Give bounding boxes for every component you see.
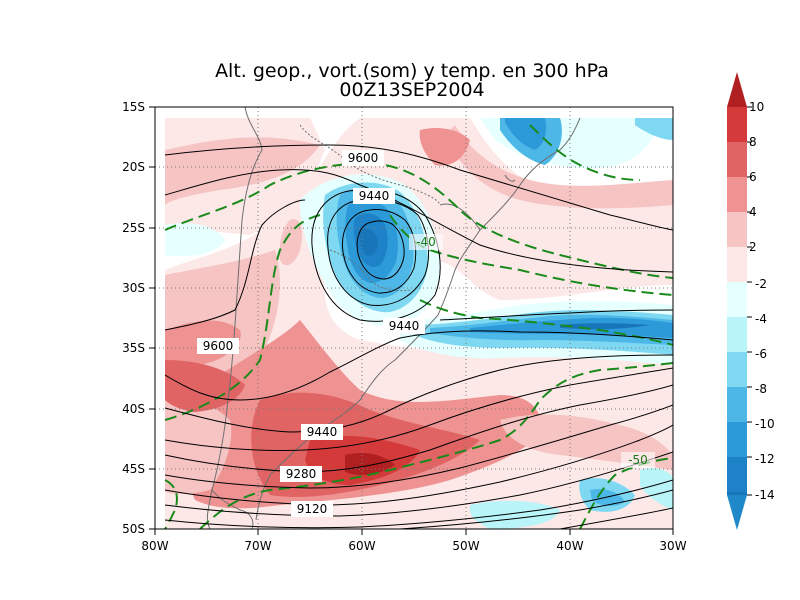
colorbar: 10 8 6 4 2 -2 -4 -6 -8 -10 -12 -14	[727, 72, 775, 530]
colorbar-segment	[727, 107, 747, 142]
lat-tick-label: 25S	[122, 221, 145, 235]
colorbar-segment	[727, 352, 747, 387]
contour-label: 9440	[307, 425, 338, 439]
colorbar-label: 6	[749, 170, 757, 184]
lat-tick-label: 45S	[122, 462, 145, 476]
colorbar-label: -2	[755, 277, 767, 291]
temperature-labels: -40 -50	[409, 234, 655, 468]
axis-ticks	[149, 106, 674, 535]
lon-tick-label: 50W	[452, 539, 479, 553]
colorbar-label: -6	[755, 347, 767, 361]
lon-tick-label: 30W	[659, 539, 686, 553]
contour-label: -40	[416, 235, 436, 249]
contour-label: 9600	[203, 339, 234, 353]
colorbar-segment	[727, 317, 747, 352]
colorbar-segment	[727, 282, 747, 317]
colorbar-label: -4	[755, 312, 767, 326]
lon-tick-label: 60W	[348, 539, 375, 553]
colorbar-segment	[727, 492, 747, 495]
colorbar-label: -10	[755, 417, 775, 431]
lat-tick-label: 50S	[122, 522, 145, 536]
map-plot-area: 9600 9440 9440 9600 9440 9280 9120 -40 -…	[155, 107, 673, 529]
contour-label: 9600	[348, 151, 379, 165]
map-title: Alt. geop., vort.(som) y temp. en 300 hP…	[215, 60, 609, 82]
vorticity-positive-shading	[165, 118, 673, 529]
lat-tick-label: 30S	[122, 281, 145, 295]
geopotential-labels: 9600 9440 9440 9600 9440 9280 9120	[197, 150, 425, 517]
contour-label: 9440	[359, 189, 390, 203]
colorbar-segment	[727, 177, 747, 212]
colorbar-top-arrow	[727, 72, 747, 107]
lat-tick-label: 40S	[122, 402, 145, 416]
lat-tick-label: 35S	[122, 341, 145, 355]
latitude-labels: 15S 20S 25S 30S 35S 40S 45S 50S	[122, 100, 145, 536]
colorbar-segment	[727, 142, 747, 177]
lon-tick-label: 80W	[141, 539, 168, 553]
colorbar-label: 2	[749, 240, 757, 254]
colorbar-segment	[727, 247, 747, 282]
colorbar-label: -8	[755, 382, 767, 396]
contour-label: 9440	[389, 319, 420, 333]
lat-tick-label: 20S	[122, 160, 145, 174]
colorbar-label: 4	[749, 205, 757, 219]
colorbar-label: 10	[749, 100, 764, 114]
map-frame	[154, 106, 674, 530]
lon-tick-label: 40W	[556, 539, 583, 553]
contour-label: 9280	[286, 467, 317, 481]
map-subtitle: 00Z13SEP2004	[339, 79, 484, 101]
colorbar-segment	[727, 212, 747, 247]
colorbar-segment	[727, 422, 747, 457]
colorbar-label: -14	[755, 488, 775, 502]
colorbar-label: -12	[755, 452, 775, 466]
longitude-labels: 80W 70W 60W 50W 40W 30W	[141, 539, 686, 553]
lat-tick-label: 15S	[122, 100, 145, 114]
colorbar-segment	[727, 387, 747, 422]
colorbar-label: 8	[749, 135, 757, 149]
geopotential-contours	[164, 144, 673, 529]
colorbar-segment	[727, 457, 747, 492]
vorticity-negative-shading	[165, 118, 673, 529]
contour-label: -50	[628, 453, 648, 467]
contour-label: 9120	[297, 502, 328, 516]
colorbar-bottom-arrow	[727, 495, 747, 530]
coastline	[206, 107, 581, 529]
lon-tick-label: 70W	[244, 539, 271, 553]
